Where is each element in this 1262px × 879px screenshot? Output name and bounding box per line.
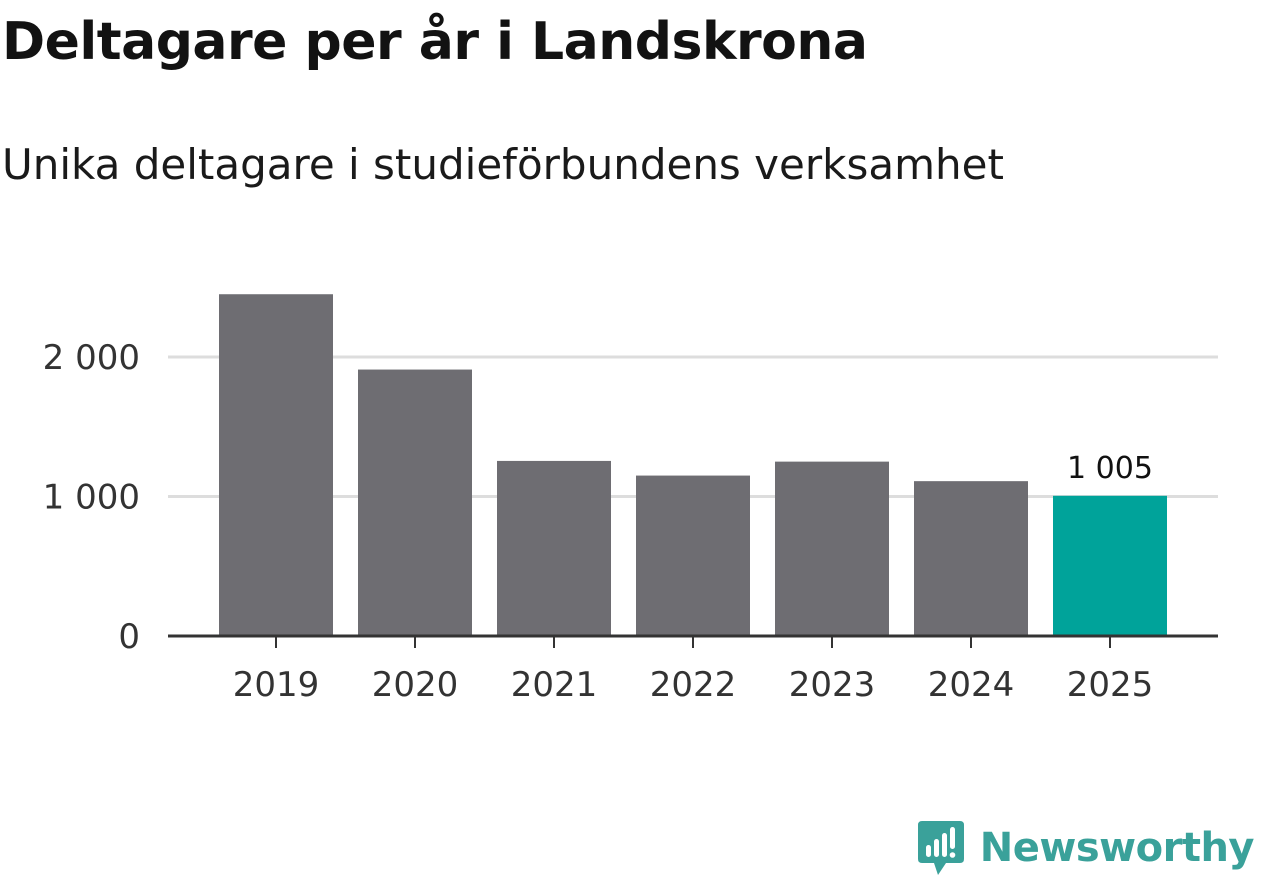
- bar-2022: [636, 475, 750, 636]
- labels: 0 1 000 2 000 2019 2020 2021 2022 2023 2024 2025 1…: [43, 338, 1154, 705]
- bar-2020: [358, 369, 472, 636]
- y-tick-label: 1 000: [43, 478, 140, 518]
- chart-title: Deltagare per år i Landskrona: [2, 12, 868, 72]
- x-axis: [168, 634, 1218, 648]
- newsworthy-logo-icon: [917, 821, 964, 875]
- newsworthy-brand: Newsworthy: [916, 819, 1255, 877]
- newsworthy-logo-text: Newsworthy: [979, 825, 1255, 871]
- bar-2025: [1053, 495, 1167, 636]
- y-tick-label: 0: [118, 617, 140, 657]
- bar-2024: [914, 481, 1028, 636]
- y-tick-label: 2 000: [43, 338, 140, 378]
- x-tick-label: 2024: [928, 665, 1015, 705]
- x-tick-label: 2022: [650, 665, 737, 705]
- x-tick-label: 2023: [789, 665, 876, 705]
- x-tick-label: 2019: [233, 665, 320, 705]
- bar-2021: [497, 460, 611, 636]
- x-tick-label: 2021: [511, 665, 598, 705]
- data-label-2025: 1 005: [1067, 451, 1153, 486]
- x-tick-label: 2020: [372, 665, 459, 705]
- bar-2019: [219, 294, 333, 636]
- bars: [219, 294, 1167, 636]
- chart-subtitle: Unika deltagare i studieförbundens verks…: [2, 140, 1004, 189]
- bar-2023: [775, 461, 889, 636]
- x-tick-label: 2025: [1067, 665, 1154, 705]
